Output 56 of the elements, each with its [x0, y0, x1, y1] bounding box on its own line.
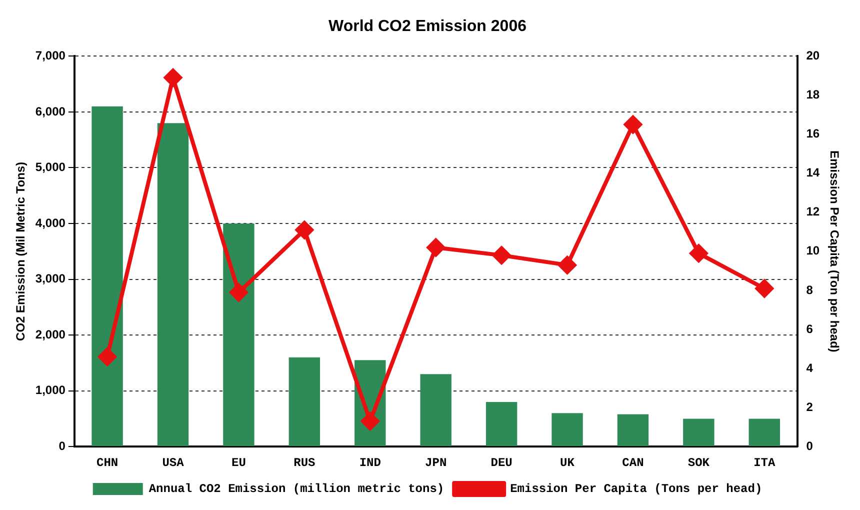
- x-tick-label: EU: [232, 456, 246, 470]
- y2-tick-label: 8: [806, 282, 814, 297]
- bar: [486, 402, 518, 446]
- y2-tick-label: 12: [806, 204, 820, 219]
- y2-tick-label: 10: [806, 244, 820, 258]
- x-tick-label: RUS: [294, 456, 316, 470]
- bar: [223, 224, 254, 446]
- y-tick-label: 7,000: [35, 48, 66, 63]
- y-tick-label: 4,000: [35, 216, 66, 230]
- point: [426, 238, 445, 256]
- point: [755, 279, 774, 298]
- bar: [157, 123, 189, 446]
- y-tick-label: 6,000: [35, 104, 66, 118]
- bar: [683, 418, 714, 446]
- y2-axis-title: Emission Per Capita (Ton per head): [827, 150, 842, 352]
- x-tick-label: SOK: [688, 456, 710, 470]
- y2-tick-label: 16: [806, 126, 820, 141]
- bar: [420, 374, 452, 446]
- bar: [92, 106, 123, 446]
- y2-tick-label: 2: [806, 400, 814, 414]
- bar: [288, 357, 320, 446]
- x-tick-label: ITA: [754, 456, 776, 470]
- x-tick-label: JPN: [425, 456, 447, 470]
- point: [690, 244, 708, 262]
- point: [230, 283, 248, 302]
- x-tick-label: USA: [162, 456, 185, 470]
- point: [295, 220, 314, 239]
- y-axis-title: CO2 Emission (Mil Metric Tons): [14, 162, 28, 341]
- point: [361, 412, 380, 430]
- y-tick-label: 5,000: [35, 160, 66, 174]
- y-tick-label: 2,000: [35, 327, 66, 342]
- legend-label: Annual CO2 Emission (million metric tons): [148, 482, 444, 496]
- point: [492, 246, 511, 264]
- point: [164, 68, 182, 87]
- y2-tick-label: 14: [806, 166, 820, 180]
- y2-tick-label: 18: [806, 88, 820, 102]
- point: [624, 116, 642, 134]
- y2-tick-label: 4: [806, 360, 814, 375]
- x-tick-label: DEU: [490, 456, 512, 470]
- bar: [552, 413, 583, 446]
- y-tick-label: 0: [58, 438, 66, 453]
- x-tick-label: UK: [560, 456, 576, 470]
- bar: [617, 414, 649, 446]
- point: [98, 348, 116, 366]
- bar: [748, 418, 780, 446]
- x-tick-label: IND: [359, 456, 381, 470]
- y2-tick-label: 0: [806, 438, 814, 453]
- y-tick-label: 1,000: [35, 383, 66, 398]
- y2-tick-label: 6: [806, 322, 814, 336]
- y-tick-label: 3,000: [35, 272, 66, 286]
- x-tick-label: CAN: [622, 456, 644, 470]
- x-tick-label: CHN: [96, 456, 118, 470]
- point: [558, 256, 576, 274]
- chart-title: World CO2 Emission 2006: [328, 18, 527, 36]
- legend-label: Emission Per Capita (Tons per head): [510, 482, 762, 496]
- y2-tick-label: 20: [806, 48, 820, 63]
